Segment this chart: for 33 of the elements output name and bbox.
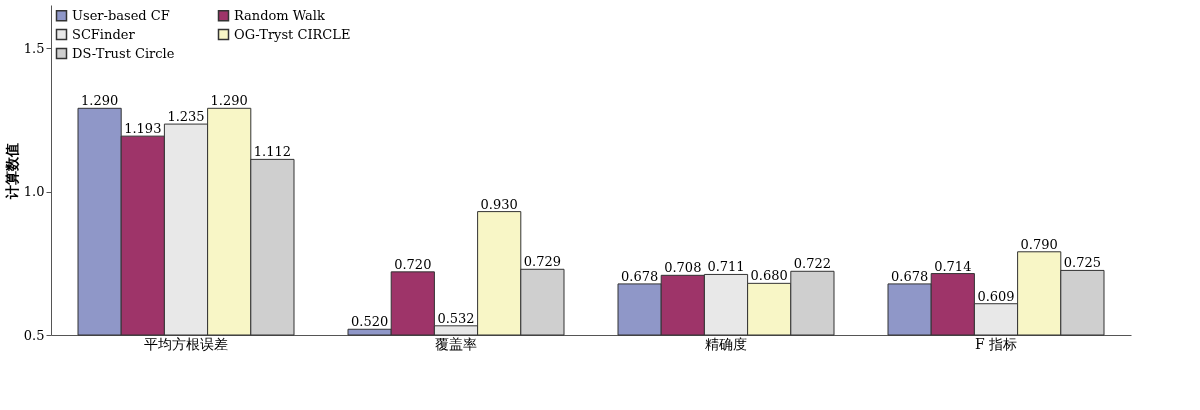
data-label: 0.609 (977, 288, 1015, 304)
data-label: 0.722 (793, 256, 832, 272)
legend-label: OG-Tryst CIRCLE (234, 26, 351, 42)
data-label: 0.729 (523, 254, 562, 270)
x-tick-label: 平均方根误差 (144, 335, 228, 352)
data-label: 0.678 (890, 268, 929, 284)
data-label: 1.112 (253, 144, 292, 160)
x-tick-label: 精确度 (705, 335, 747, 352)
data-label: 0.930 (480, 196, 518, 212)
data-label: 0.532 (437, 310, 475, 326)
y-tick-label: 1.5 (23, 40, 45, 56)
data-label: 0.720 (394, 256, 432, 272)
legend-label: Random Walk (234, 7, 325, 23)
y-tick-label: 1.0 (23, 184, 45, 200)
x-tick-label: F 指标 (974, 335, 1018, 352)
data-label: 0.520 (350, 314, 389, 330)
data-label: 0.711 (707, 259, 745, 275)
legend-label: User-based CF (72, 7, 170, 23)
x-tick-label: 覆盖率 (435, 335, 477, 352)
data-label: 0.678 (620, 268, 659, 284)
data-label: 0.714 (934, 258, 972, 274)
data-label: 0.708 (664, 260, 702, 276)
data-label: 1.290 (210, 93, 248, 109)
data-label: 1.290 (80, 93, 119, 109)
legend-label: DS-Trust Circle (72, 45, 175, 61)
data-label: 0.790 (1020, 236, 1058, 252)
y-axis-title: 计算数值 (3, 142, 20, 200)
data-label: 0.680 (750, 268, 788, 284)
data-label: 1.193 (124, 121, 162, 137)
data-label: 1.235 (167, 109, 205, 125)
y-tick-label: 0.5 (23, 327, 45, 343)
data-label: 0.725 (1063, 255, 1102, 271)
legend-label: SCFinder (72, 26, 136, 42)
